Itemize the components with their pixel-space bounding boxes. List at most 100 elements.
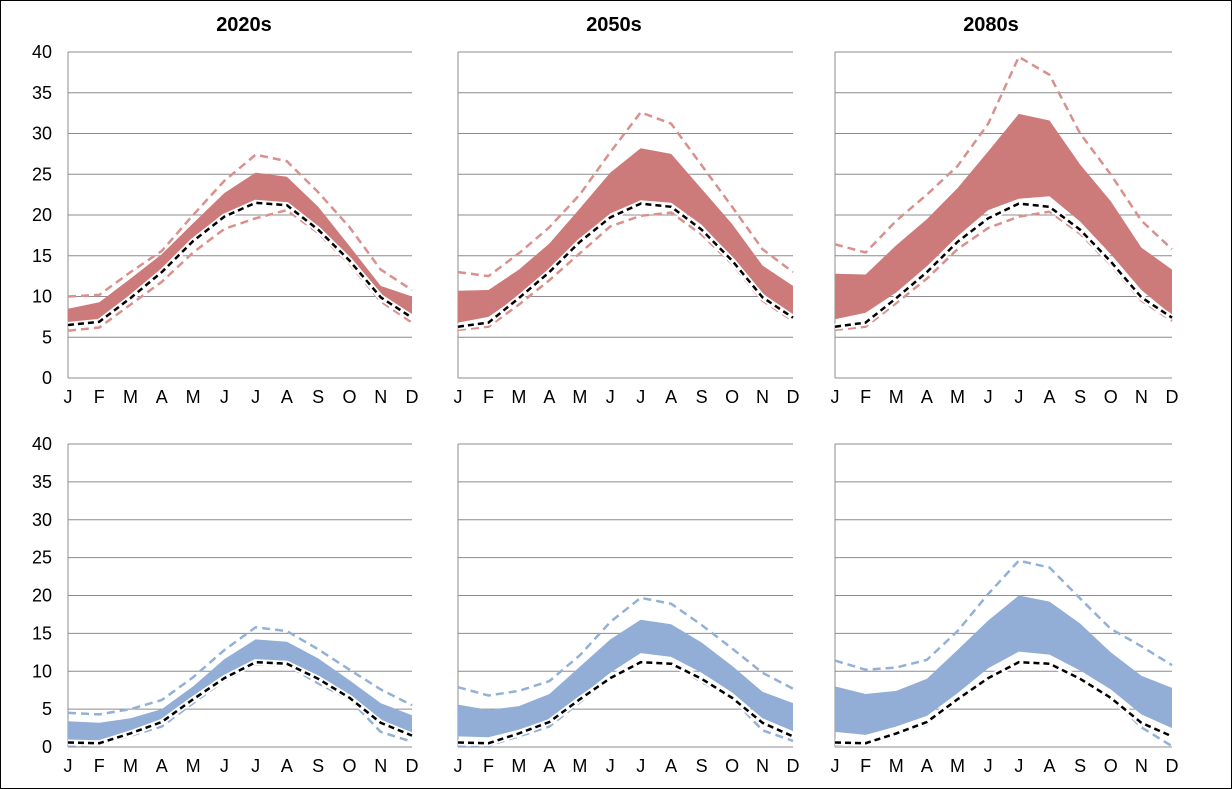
x-tick-label: J [636, 387, 645, 407]
x-tick-label: J [220, 756, 229, 776]
x-tick-label: A [1043, 756, 1055, 776]
x-tick-label: A [665, 387, 677, 407]
x-tick-label: A [1043, 387, 1055, 407]
x-tick-label: J [984, 387, 993, 407]
x-tick-label: D [787, 387, 800, 407]
x-tick-label: J [454, 387, 463, 407]
y-tick-label: 5 [42, 327, 52, 347]
x-tick-label: J [64, 387, 73, 407]
x-tick-label: J [1014, 756, 1023, 776]
dashed-upper-line [834, 55, 1173, 254]
x-tick-label: J [606, 387, 615, 407]
y-tick-label: 30 [32, 510, 52, 530]
y-tick-label: 35 [32, 83, 52, 103]
y-tick-label: 0 [42, 368, 52, 388]
x-tick-label: J [606, 756, 615, 776]
x-tick-label: M [889, 387, 904, 407]
y-tick-label: 15 [32, 246, 52, 266]
x-tick-label: M [123, 387, 138, 407]
x-tick-label: S [312, 756, 324, 776]
x-tick-label: N [756, 756, 769, 776]
y-tick-label: 40 [32, 42, 52, 62]
band-area [835, 113, 1172, 320]
x-tick-label: D [1166, 756, 1179, 776]
x-tick-label: M [186, 756, 201, 776]
x-tick-label: J [64, 756, 73, 776]
x-tick-label: M [889, 756, 904, 776]
x-tick-label: D [406, 387, 419, 407]
x-tick-label: M [186, 387, 201, 407]
x-tick-label: S [1074, 387, 1086, 407]
x-tick-label: A [921, 756, 933, 776]
x-tick-label: M [950, 756, 965, 776]
column-title-2020s: 2020s [216, 14, 272, 36]
x-tick-label: A [156, 387, 168, 407]
baseline-line [457, 660, 794, 745]
band-area [835, 595, 1172, 735]
y-tick-label: 0 [42, 737, 52, 757]
x-tick-label: N [1135, 387, 1148, 407]
x-tick-label: D [406, 756, 419, 776]
band-area [458, 148, 793, 323]
x-tick-label: F [860, 387, 871, 407]
x-tick-label: O [342, 387, 356, 407]
baseline-line [457, 202, 794, 328]
x-tick-label: A [156, 756, 168, 776]
x-tick-label: M [511, 756, 526, 776]
x-tick-label: F [860, 756, 871, 776]
dashed-upper-line [457, 596, 794, 697]
y-tick-label: 10 [32, 661, 52, 681]
x-tick-label: O [342, 756, 356, 776]
x-tick-label: O [725, 756, 739, 776]
x-tick-label: M [123, 756, 138, 776]
x-tick-label: A [543, 387, 555, 407]
band-area [68, 172, 412, 327]
baseline-line [67, 660, 413, 745]
x-tick-label: J [636, 756, 645, 776]
y-tick-label: 30 [32, 124, 52, 144]
baseline-line [834, 202, 1173, 328]
x-tick-label: J [984, 756, 993, 776]
column-title-2080s: 2080s [963, 14, 1019, 36]
x-tick-label: A [281, 756, 293, 776]
x-tick-label: S [312, 387, 324, 407]
y-tick-label: 35 [32, 472, 52, 492]
x-tick-label: O [725, 387, 739, 407]
x-tick-label: O [1104, 387, 1118, 407]
y-tick-label: 25 [32, 548, 52, 568]
x-tick-label: S [696, 387, 708, 407]
x-tick-label: N [1135, 756, 1148, 776]
x-tick-label: F [483, 387, 494, 407]
x-tick-label: A [665, 756, 677, 776]
baseline-line [834, 660, 1173, 745]
x-tick-label: F [483, 756, 494, 776]
x-tick-label: J [251, 756, 260, 776]
x-tick-label: J [454, 756, 463, 776]
y-tick-label: 20 [32, 205, 52, 225]
x-tick-label: O [1104, 756, 1118, 776]
band-area [68, 639, 412, 743]
x-tick-label: J [831, 387, 840, 407]
y-tick-label: 5 [42, 699, 52, 719]
x-tick-label: S [696, 756, 708, 776]
x-tick-label: M [950, 387, 965, 407]
band-area [458, 619, 793, 738]
x-tick-label: J [1014, 387, 1023, 407]
dashed-upper-line [834, 559, 1173, 671]
x-tick-label: J [220, 387, 229, 407]
baseline-line [67, 201, 413, 327]
x-tick-label: N [756, 387, 769, 407]
y-tick-label: 10 [32, 287, 52, 307]
x-tick-label: J [251, 387, 260, 407]
x-tick-label: M [572, 756, 587, 776]
x-tick-label: D [1166, 387, 1179, 407]
x-tick-label: J [831, 756, 840, 776]
x-tick-label: M [511, 387, 526, 407]
x-tick-label: A [921, 387, 933, 407]
x-tick-label: A [281, 387, 293, 407]
dashed-upper-line [67, 625, 413, 716]
